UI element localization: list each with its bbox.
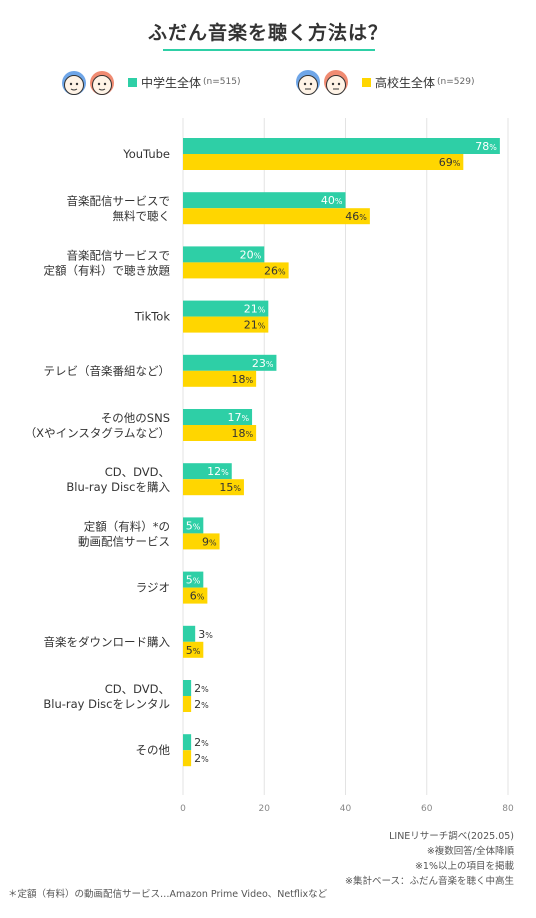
- bar-middle-school: [183, 734, 192, 751]
- bar-value-label: 78%: [475, 140, 497, 153]
- bar-value-label: 17%: [227, 411, 249, 424]
- bar-high-school: [183, 750, 192, 767]
- bar-value-label: 5%: [186, 644, 201, 657]
- bar-high-school: [183, 370, 257, 387]
- bar-value-label: 12%: [207, 465, 229, 478]
- bar-value-label: 2%: [194, 682, 209, 695]
- bar-value-label: 26%: [264, 264, 286, 277]
- bar-middle-school: [183, 246, 265, 263]
- legend-swatch-middle: [128, 77, 137, 87]
- middle-school-students-icon: [58, 63, 122, 101]
- bar-middle-school: [183, 409, 253, 425]
- x-tick-label: 60: [421, 804, 433, 814]
- bar-value-label: 46%: [345, 210, 367, 223]
- category-label: TikTok: [134, 310, 171, 324]
- x-tick-label: 40: [340, 804, 352, 814]
- bar-value-label: 18%: [232, 373, 254, 386]
- bar-middle-school: [183, 300, 269, 317]
- bar-value-label: 23%: [252, 357, 274, 370]
- bar-value-label: 2%: [194, 736, 209, 749]
- bar-value-label: 2%: [194, 752, 209, 765]
- category-label: 音楽配信サービスで無料で聴く: [67, 194, 171, 223]
- bar-value-label: 69%: [439, 156, 461, 169]
- bar-middle-school: [183, 138, 500, 154]
- legend-n-high: (n=529): [437, 77, 475, 87]
- legend-swatch-high: [362, 77, 371, 87]
- bar-middle-school: [183, 517, 204, 534]
- bar-high-school: [183, 533, 220, 550]
- note-multiple-answer: ※複数回答/全体降順: [426, 846, 514, 857]
- bar-value-label: 40%: [321, 194, 343, 207]
- bar-value-label: 18%: [232, 427, 254, 440]
- bar-value-label: 20%: [240, 248, 262, 261]
- category-label: CD、DVD、 Blu-ray Discを購入: [66, 465, 170, 494]
- bar-high-school: [183, 587, 208, 604]
- category-label: その他のSNS （Xやインスタグラムなど）: [25, 411, 170, 440]
- bar-high-school: [183, 262, 289, 279]
- bar-value-label: 3%: [198, 628, 213, 641]
- bar-middle-school: [183, 354, 277, 371]
- bar-high-school: [183, 641, 204, 658]
- notes: LINEリサーチ調べ(2025.05) ※複数回答/全体降順 ※1%以上の項目を…: [345, 829, 514, 889]
- bar-high-school: [183, 479, 244, 496]
- bar-high-school: [183, 696, 192, 712]
- bar-middle-school: [183, 463, 232, 480]
- legend-label-high: 高校生全体: [375, 75, 436, 90]
- category-label: 定額（有料）*の動画配信サービス: [78, 519, 170, 548]
- bar-middle-school: [183, 625, 196, 642]
- legend-n-middle: (n=515): [203, 77, 241, 87]
- bar-middle-school: [183, 680, 192, 696]
- title-underline: [163, 49, 375, 51]
- bar-value-label: 15%: [219, 481, 241, 494]
- bar-high-school: [183, 316, 269, 333]
- x-tick-label: 20: [259, 804, 271, 814]
- bar-value-label: 21%: [244, 303, 266, 316]
- x-tick-label: 80: [502, 804, 514, 814]
- bar-high-school: [183, 425, 257, 441]
- student-faces-icon: [296, 70, 348, 95]
- note-source: LINEリサーチ調べ(2025.05): [389, 831, 514, 842]
- chart-title: ふだん音楽を聴く方法は？: [147, 22, 388, 44]
- bar-high-school: [183, 154, 464, 170]
- note-threshold: ※1%以上の項目を掲載: [414, 861, 514, 872]
- bar-value-label: 2%: [194, 698, 209, 711]
- bar-middle-school: [183, 192, 346, 209]
- bar-value-label: 9%: [202, 535, 217, 548]
- bar-middle-school: [183, 571, 204, 588]
- bar-high-school: [183, 208, 370, 225]
- bar-value-label: 21%: [244, 319, 266, 332]
- legend-high-school: 高校生全体 (n=529): [292, 62, 474, 102]
- category-label: 音楽配信サービスで定額（有料）で聴き放題: [44, 248, 171, 277]
- x-tick-label: 0: [180, 804, 186, 814]
- category-label: YouTube: [122, 147, 170, 161]
- note-base: ※集計ベース：ふだん音楽を聴く中高生: [345, 876, 514, 887]
- category-label: テレビ（音楽番組など）: [44, 364, 171, 378]
- bar-value-label: 5%: [186, 519, 201, 532]
- category-label: 音楽をダウンロード購入: [44, 635, 171, 649]
- footnote: ＊定額（有料）の動画配信サービス…Amazon Prime Video、Netf…: [8, 889, 328, 900]
- student-faces-icon: [62, 71, 114, 95]
- bar-value-label: 5%: [186, 574, 201, 587]
- legend-label-middle: 中学生全体: [141, 75, 202, 90]
- category-label: ラジオ: [136, 581, 170, 595]
- category-label: その他: [136, 743, 171, 757]
- legend-middle-school: 中学生全体 (n=515): [58, 62, 240, 102]
- category-label: CD、DVD、 Blu-ray Discをレンタル: [43, 682, 170, 711]
- bar-value-label: 6%: [190, 590, 205, 603]
- high-school-students-icon: [292, 63, 356, 101]
